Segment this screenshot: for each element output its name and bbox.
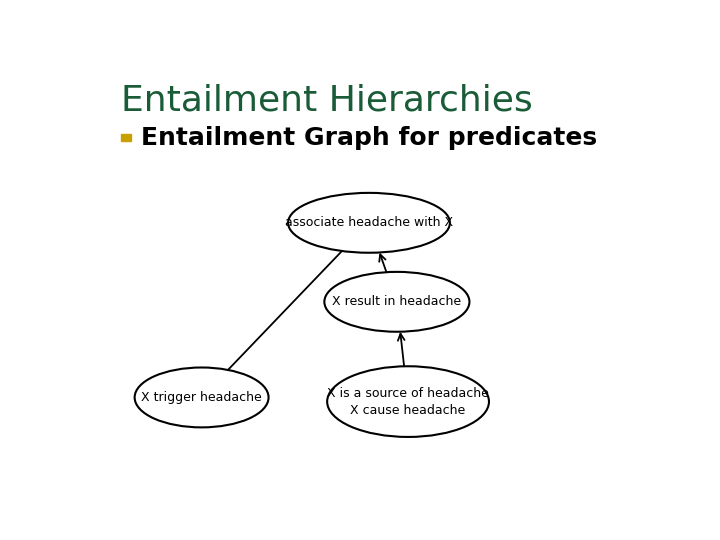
Ellipse shape [135, 368, 269, 427]
Text: X trigger headache: X trigger headache [141, 391, 262, 404]
Text: Entailment Hierarchies: Entailment Hierarchies [121, 84, 533, 118]
Ellipse shape [327, 366, 489, 437]
Bar [121, 134, 131, 141]
Text: X is a source of headache
X cause headache: X is a source of headache X cause headac… [327, 387, 489, 416]
Text: associate headache with X: associate headache with X [285, 217, 453, 230]
Ellipse shape [324, 272, 469, 332]
Text: Entailment Graph for predicates: Entailment Graph for predicates [141, 126, 597, 150]
Ellipse shape [288, 193, 450, 253]
Text: X result in headache: X result in headache [333, 295, 462, 308]
